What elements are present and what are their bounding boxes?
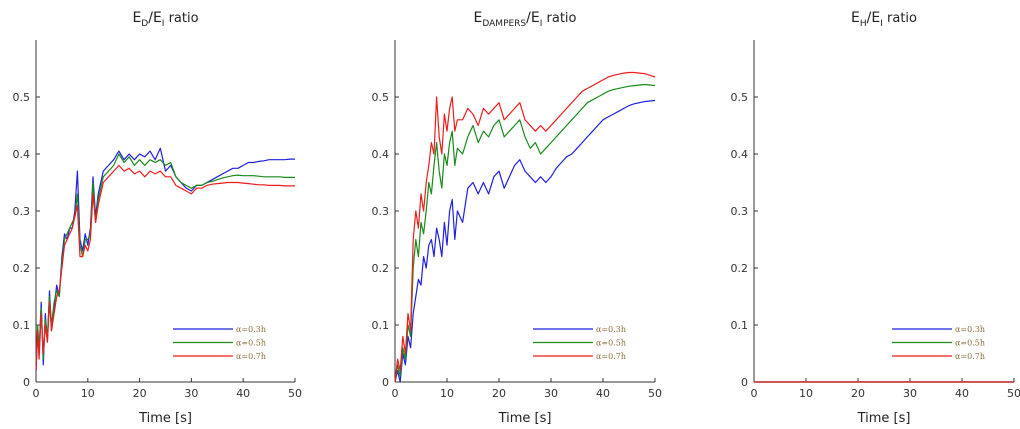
x-axis-label: Time [s] bbox=[857, 411, 911, 426]
x-tick-label: 50 bbox=[648, 387, 662, 400]
x-tick-label: 30 bbox=[903, 387, 917, 400]
chart-panel-1: ED/EI ratio 0 0.1 0.2 0.3 0.4 0.5 0 10 20 30 40 50 Ti… bbox=[13, 10, 303, 426]
legend-label: α=0.3h bbox=[596, 325, 626, 334]
chart-title-rest: ratio bbox=[883, 11, 917, 26]
legend-label: α=0.3h bbox=[955, 325, 985, 334]
legend-label: α=0.7h bbox=[955, 352, 985, 361]
legend-label: α=0.7h bbox=[236, 352, 266, 361]
y-tick-label: 0.1 bbox=[13, 319, 31, 332]
chart-panel-3: EH/EI ratio 0 0.1 0.2 0.3 0.4 0.5 0 10 20 30 40 50 Ti… bbox=[731, 10, 1020, 426]
series-line-1 bbox=[35, 147, 295, 371]
x-tick-label: 30 bbox=[184, 387, 198, 400]
chart-title-mid: /E bbox=[148, 10, 162, 26]
x-tick-label: 0 bbox=[33, 387, 40, 400]
chart-title-sub1: DAMPERS bbox=[482, 19, 526, 29]
x-tick-label: 10 bbox=[799, 387, 813, 400]
y-tick-label: 0.5 bbox=[13, 91, 31, 104]
chart-title-rest: ratio bbox=[164, 11, 198, 26]
series-line-3 bbox=[35, 164, 295, 371]
x-axis-label: Time [s] bbox=[498, 411, 552, 426]
x-tick-label: 40 bbox=[596, 387, 610, 400]
chart-title-mid: /E bbox=[526, 10, 540, 26]
y-tick-label: 0.3 bbox=[731, 205, 749, 218]
legend-label: α=0.3h bbox=[236, 325, 266, 334]
y-tick-label: 0.2 bbox=[13, 262, 31, 275]
chart-title: ED/EI ratio bbox=[132, 10, 198, 29]
y-tick-label: 0 bbox=[741, 376, 748, 389]
legend-label: α=0.5h bbox=[596, 339, 626, 348]
y-tick-label: 0 bbox=[382, 376, 389, 389]
x-tick-label: 50 bbox=[288, 387, 302, 400]
legend-label: α=0.5h bbox=[955, 339, 985, 348]
legend-label: α=0.5h bbox=[236, 339, 266, 348]
chart-title-sub1: H bbox=[860, 19, 867, 29]
y-tick-label: 0.4 bbox=[13, 148, 31, 161]
y-tick-label: 0.5 bbox=[372, 91, 390, 104]
chart-title-base: E bbox=[132, 10, 141, 26]
chart-title-rest: ratio bbox=[542, 11, 576, 26]
y-tick-label: 0 bbox=[23, 376, 30, 389]
series-line-1 bbox=[394, 99, 656, 383]
x-tick-label: 0 bbox=[392, 387, 399, 400]
legend-label: α=0.7h bbox=[596, 352, 626, 361]
series-line-2 bbox=[394, 83, 656, 383]
x-tick-label: 40 bbox=[955, 387, 969, 400]
x-axis-label: Time [s] bbox=[138, 411, 192, 426]
y-tick-label: 0.5 bbox=[731, 91, 749, 104]
chart-title-base: E bbox=[851, 10, 860, 26]
chart-title: EDAMPERS/EI ratio bbox=[474, 10, 577, 29]
x-tick-label: 0 bbox=[751, 387, 758, 400]
x-tick-label: 30 bbox=[544, 387, 558, 400]
series-line-2 bbox=[35, 153, 295, 365]
chart-title-sub2: I bbox=[162, 19, 165, 29]
y-tick-label: 0.3 bbox=[13, 205, 31, 218]
chart-title-mid: /E bbox=[867, 10, 881, 26]
x-tick-label: 20 bbox=[133, 387, 147, 400]
x-tick-label: 20 bbox=[851, 387, 865, 400]
y-tick-label: 0.2 bbox=[372, 262, 390, 275]
y-tick-label: 0.3 bbox=[372, 205, 390, 218]
y-tick-label: 0.1 bbox=[372, 319, 390, 332]
chart-title-sub2: I bbox=[540, 19, 543, 29]
series-line-3 bbox=[394, 71, 656, 383]
x-tick-label: 20 bbox=[492, 387, 506, 400]
y-tick-label: 0.2 bbox=[731, 262, 749, 275]
chart-title-sub1: D bbox=[141, 19, 148, 29]
x-tick-label: 40 bbox=[236, 387, 250, 400]
chart-title-sub2: I bbox=[880, 19, 883, 29]
x-tick-label: 50 bbox=[1007, 387, 1020, 400]
chart-panel-2: EDAMPERS/EI ratio 0 0.1 0.2 0.3 0.4 0.5 0 10 20 30… bbox=[372, 10, 663, 426]
x-tick-label: 10 bbox=[440, 387, 454, 400]
chart-title: EH/EI ratio bbox=[851, 10, 917, 29]
x-tick-label: 10 bbox=[81, 387, 95, 400]
y-tick-label: 0.4 bbox=[372, 148, 390, 161]
y-tick-label: 0.4 bbox=[731, 148, 749, 161]
chart-title-base: E bbox=[474, 10, 483, 26]
y-tick-label: 0.1 bbox=[731, 319, 749, 332]
